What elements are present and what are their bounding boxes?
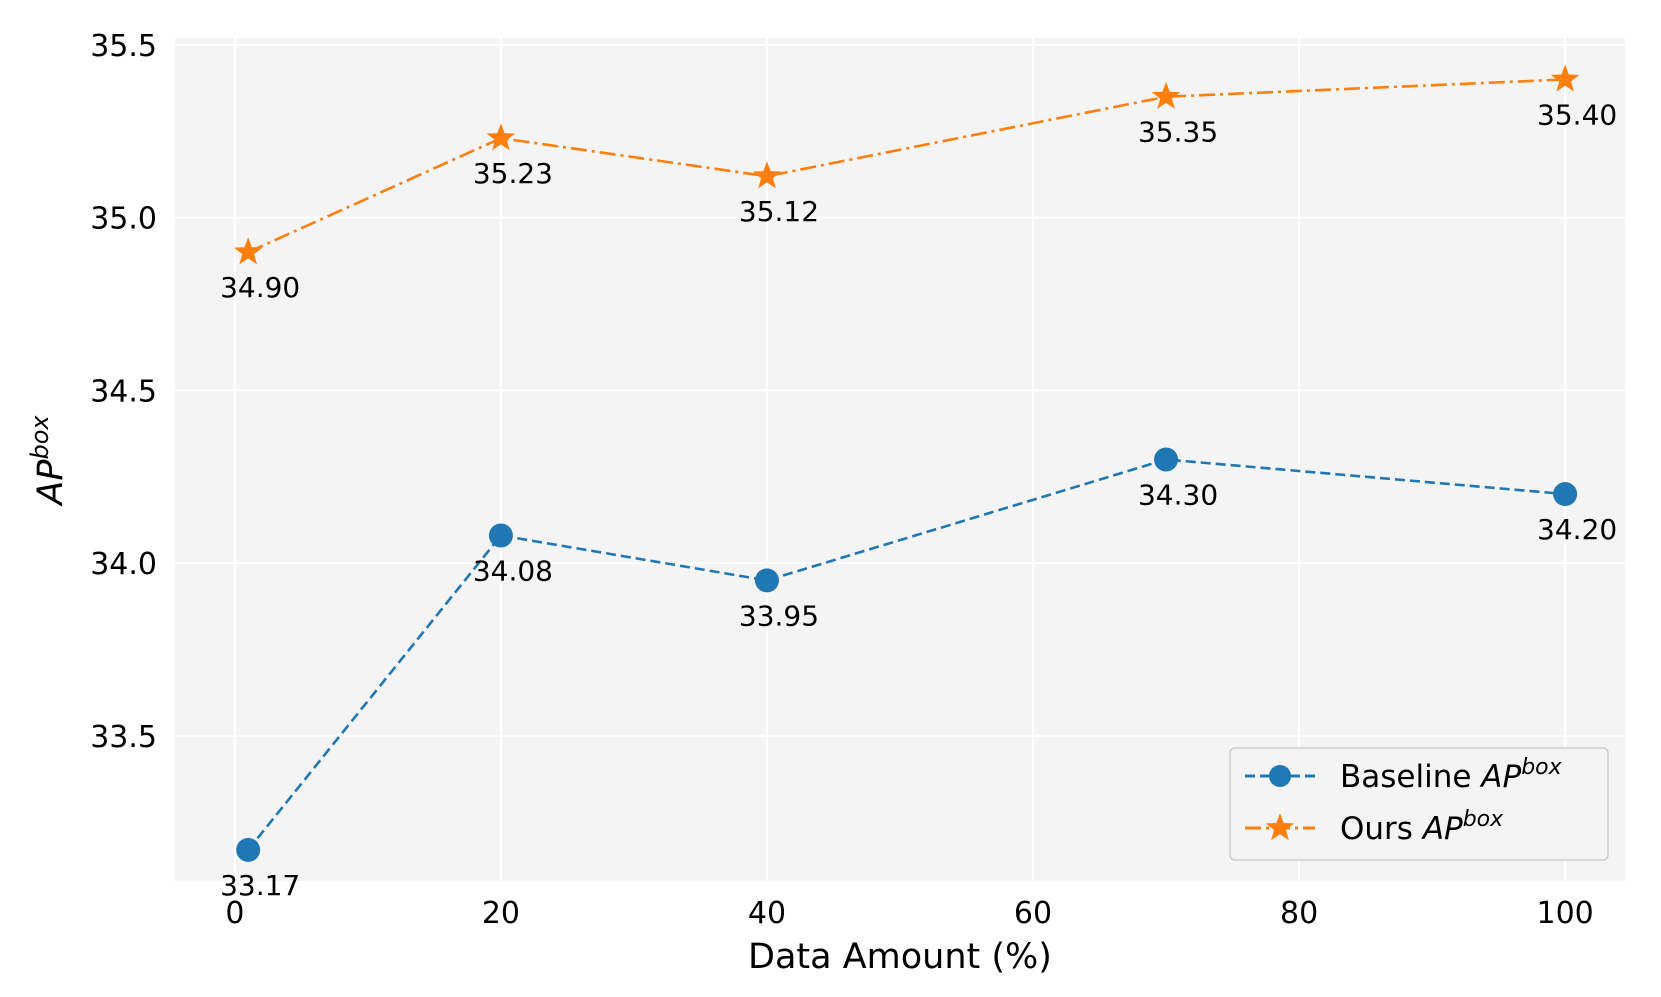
x-tick-label: 60 — [1014, 896, 1052, 931]
legend-marker-ours — [1265, 813, 1295, 841]
data-point-baseline — [488, 523, 513, 548]
data-label-ours: 34.90 — [220, 271, 300, 304]
data-label-ours: 35.35 — [1138, 116, 1218, 149]
legend-label-baseline-sup: box — [1521, 755, 1562, 780]
data-point-ours — [233, 237, 263, 265]
legend-entry-baseline: Baseline APbox — [1245, 755, 1563, 795]
y-tick-label: 34.0 — [90, 547, 157, 582]
legend-label-ours-ap: AP — [1421, 811, 1463, 847]
y-axis-ticks: 33.5 34.0 34.5 35.0 35.5 — [90, 29, 157, 755]
series-line-baseline — [247, 458, 1566, 851]
y-axis-label-sup: box — [26, 415, 54, 460]
plot-area — [175, 38, 1625, 881]
data-labels: 33.17 34.08 33.95 34.30 34.20 34.90 35.23 35.12… — [220, 98, 1617, 901]
data-label-baseline: 34.08 — [473, 555, 553, 588]
svg-text:Ours APbox: Ours APbox — [1340, 807, 1504, 847]
data-label-baseline: 34.30 — [1138, 479, 1218, 512]
data-label-baseline: 33.17 — [220, 869, 300, 902]
legend-entry-ours: Ours APbox — [1245, 807, 1504, 847]
data-label-ours: 35.40 — [1537, 98, 1617, 131]
x-tick-label: 0 — [225, 896, 244, 931]
legend: Baseline APbox Ours APbox — [1229, 747, 1609, 861]
x-tick-label: 100 — [1537, 896, 1594, 931]
legend-box — [1229, 747, 1609, 861]
legend-marker-baseline — [1269, 765, 1291, 787]
series-lines — [247, 78, 1566, 851]
data-point-ours — [1151, 81, 1181, 109]
data-point-baseline — [236, 837, 261, 862]
y-tick-label: 35.5 — [90, 29, 157, 64]
svg-text:Baseline APbox: Baseline APbox — [1340, 755, 1563, 795]
y-tick-label: 35.0 — [90, 202, 157, 237]
series-line-ours — [247, 78, 1566, 254]
x-axis-label: Data Amount (%) — [748, 937, 1052, 977]
y-tick-label: 33.5 — [90, 720, 157, 755]
data-label-baseline: 34.20 — [1537, 513, 1617, 546]
x-tick-label: 80 — [1280, 896, 1318, 931]
legend-label-ours: Ours — [1340, 811, 1413, 847]
x-axis-ticks: 0 20 40 60 80 100 — [225, 896, 1593, 931]
data-point-ours — [486, 123, 516, 151]
data-label-ours: 35.23 — [473, 157, 553, 190]
svg-text:APbox: APbox — [26, 415, 71, 507]
y-axis-label: APbox — [26, 415, 71, 507]
data-point-baseline — [1553, 482, 1578, 507]
series-markers — [233, 64, 1580, 862]
x-tick-label: 40 — [748, 896, 786, 931]
data-point-ours — [752, 161, 782, 189]
y-axis-label-main: AP — [31, 459, 71, 507]
x-tick-label: 20 — [482, 896, 520, 931]
data-point-ours — [1550, 64, 1580, 92]
data-point-baseline — [754, 568, 779, 593]
legend-label-baseline: Baseline — [1340, 759, 1471, 795]
data-label-ours: 35.12 — [739, 195, 819, 228]
y-tick-label: 34.5 — [90, 374, 157, 409]
legend-label-baseline-ap: AP — [1479, 759, 1521, 795]
data-point-baseline — [1154, 447, 1179, 472]
data-label-baseline: 33.95 — [739, 599, 819, 632]
legend-label-ours-sup: box — [1463, 807, 1504, 832]
